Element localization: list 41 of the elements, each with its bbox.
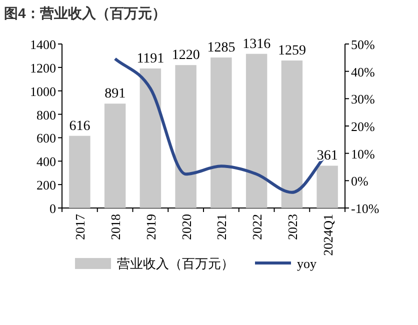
chart-title: 图4：营业收入（百万元） [4,5,166,21]
y2-tick-label: 20% [351,119,375,134]
bar [140,68,162,208]
y2-tick-label: 30% [351,92,375,107]
bar [246,54,268,208]
data-label: 1191 [136,51,164,66]
bar [281,60,303,208]
y-tick-label: 1200 [30,60,56,76]
y2-tick-label: 40% [351,64,375,80]
x-tick-label: 2018 [108,214,124,240]
y-tick-label: 1400 [30,37,56,52]
legend-label: 营业收入（百万元） [117,256,234,271]
y-tick-label: 200 [36,178,56,193]
data-label: 1316 [242,36,271,52]
y-tick-label: 0 [50,201,56,216]
y2-tick-label: 0% [351,174,368,189]
data-label: 616 [69,118,90,134]
bar [210,57,232,208]
y-tick-label: 400 [36,154,56,170]
x-tick-label: 2022 [250,214,265,240]
data-label: 891 [104,86,126,102]
x-tick-label: 2021 [214,214,230,240]
bar [175,65,196,208]
y2-tick-label: -10% [351,201,380,216]
bar [316,166,338,208]
x-tick-label: 2017 [72,214,88,240]
x-tick-label: 2023 [284,214,300,240]
data-label: 1259 [278,44,306,59]
x-tick-label: 2024Q1 [320,214,336,256]
data-label: 1285 [207,40,236,56]
x-tick-label: 2019 [143,214,158,240]
bar [104,104,126,208]
legend-label: yoy [297,256,317,271]
data-label: 1220 [172,48,200,64]
y-tick-label: 600 [36,130,56,146]
y-tick-label: 800 [36,107,56,122]
y2-tick-label: 10% [351,146,375,162]
y2-tick-label: 50% [351,37,375,52]
x-tick-label: 2020 [178,214,194,240]
bar [69,136,90,208]
y-tick-label: 1000 [30,84,56,99]
